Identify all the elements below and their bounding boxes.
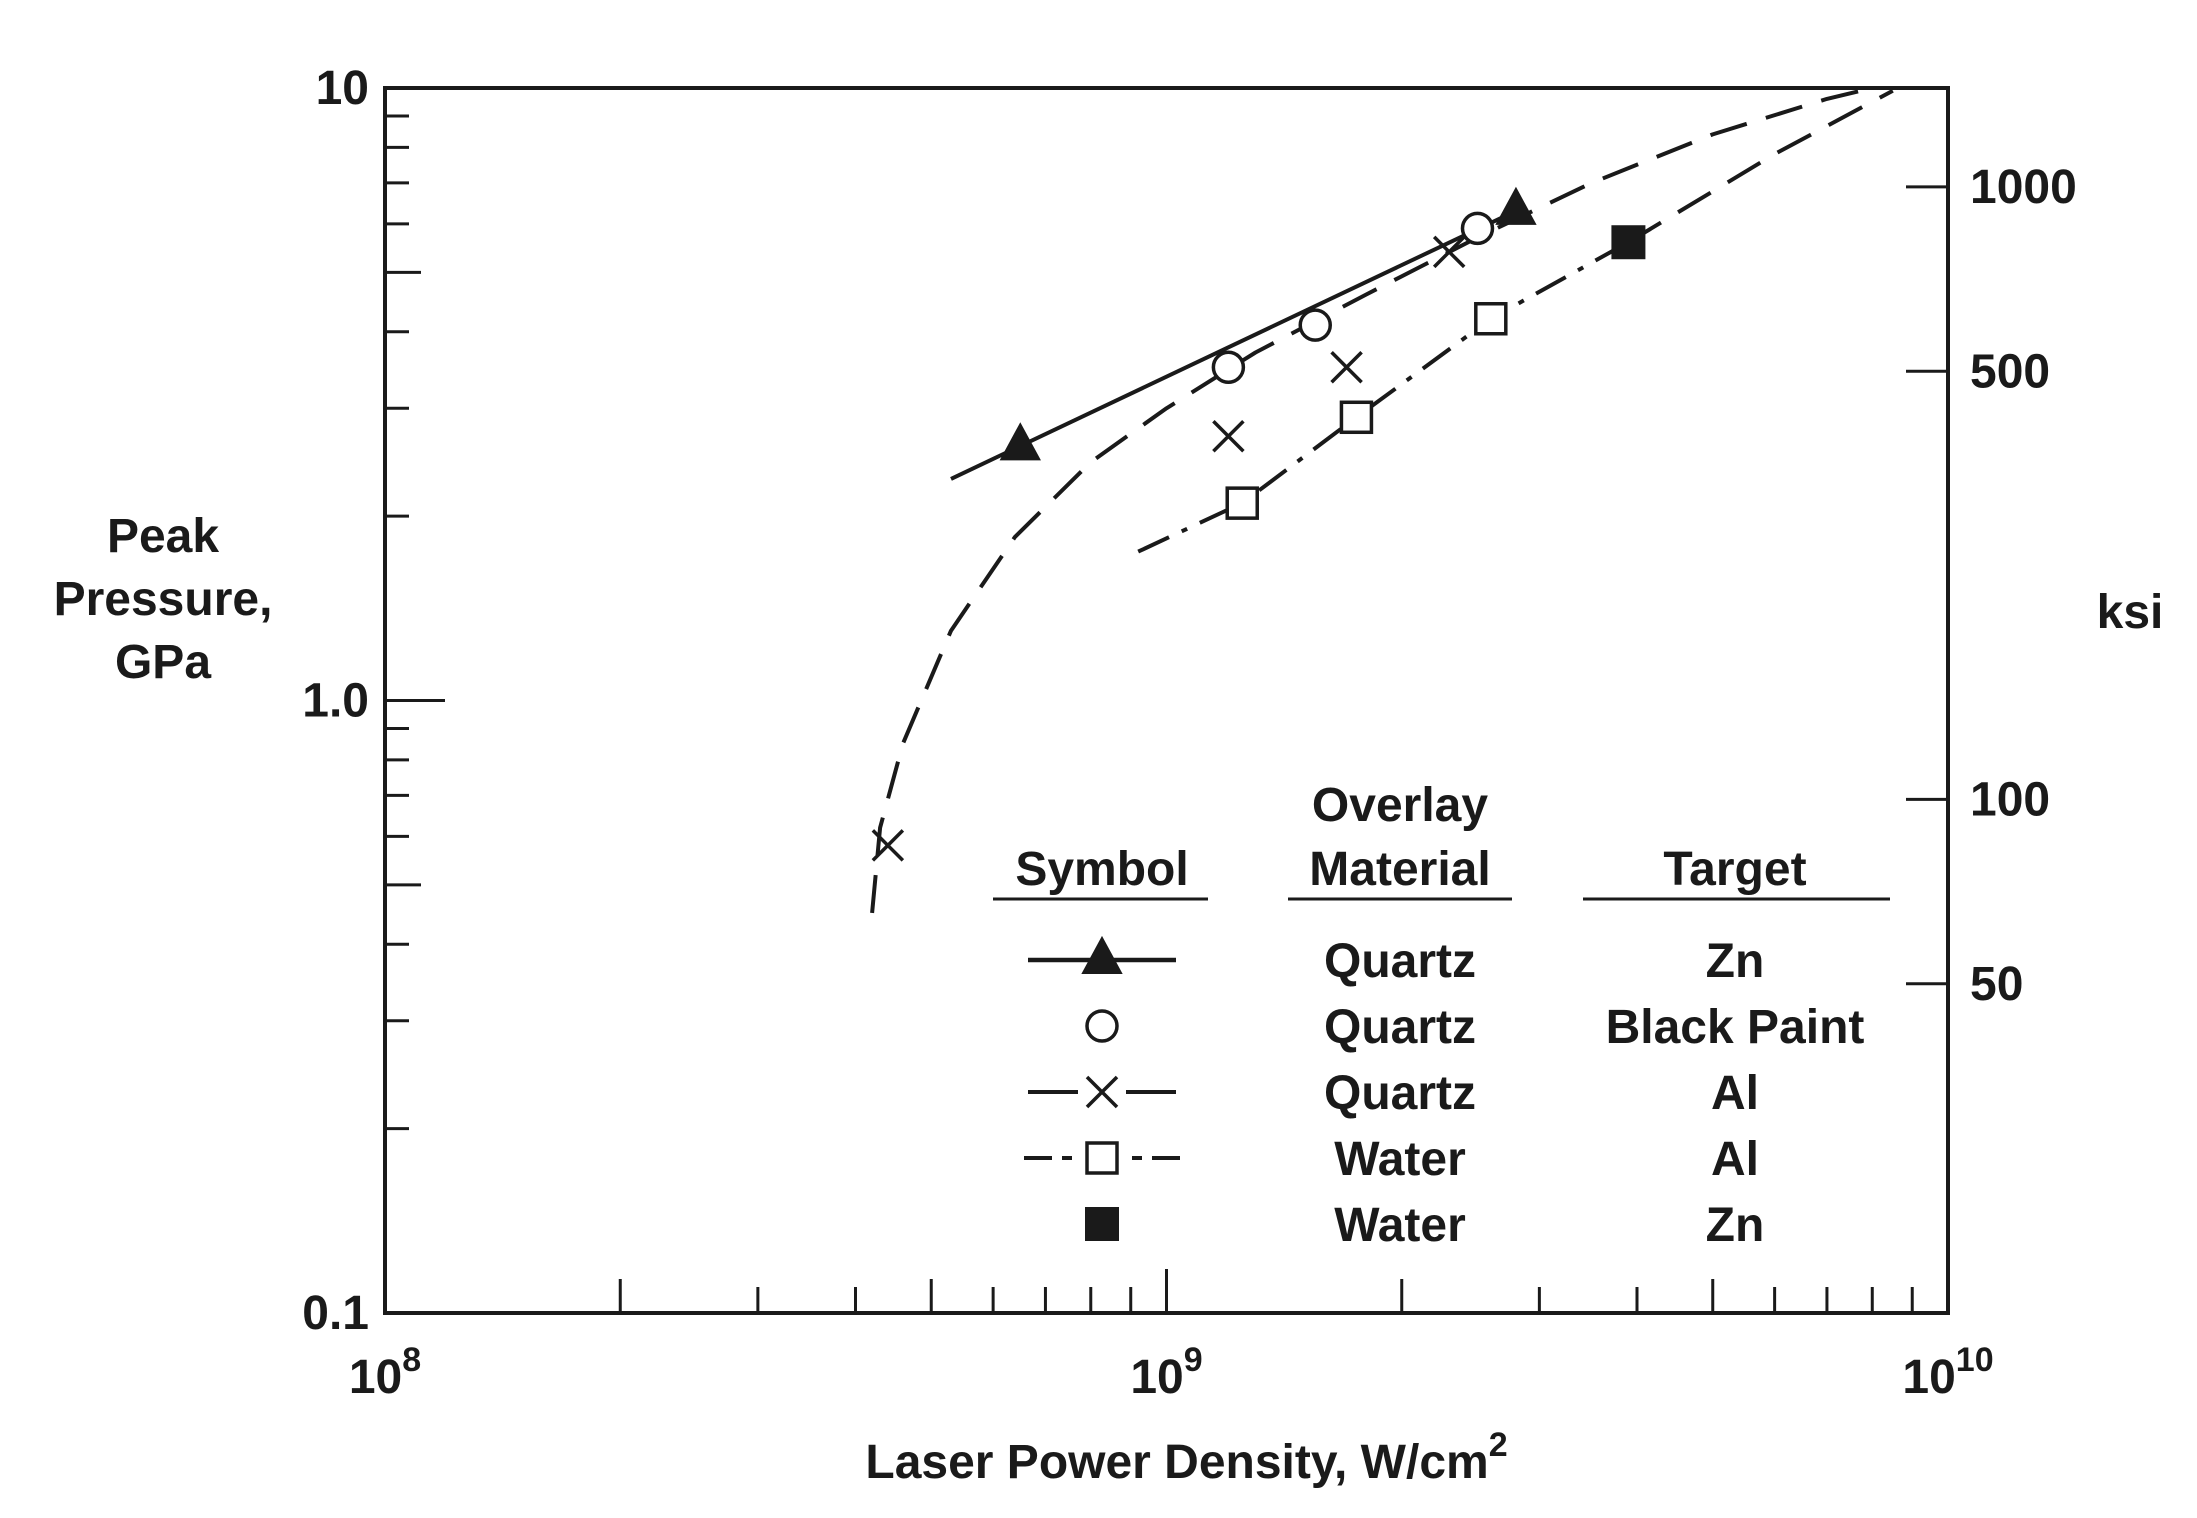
legend-material: Quartz: [1324, 1001, 1476, 1054]
legend-target: Al: [1711, 1067, 1759, 1120]
legend-marker: [1081, 935, 1123, 974]
legend-marker-stroke: [1085, 1075, 1119, 1109]
legend-material: Water: [1334, 1133, 1466, 1186]
legend-material: Quartz: [1324, 1067, 1476, 1120]
data-point-series-2: [871, 829, 905, 862]
data-point-series-1: [1460, 211, 1495, 246]
x-tick-label: 1010: [1902, 1341, 1993, 1404]
data-point-series-2: [1330, 351, 1363, 384]
legend-marker: [1085, 1009, 1119, 1043]
data-point-series-2-stroke: [1330, 351, 1363, 384]
data-point-series-1: [1298, 308, 1332, 342]
legend-target: Black Paint: [1606, 1001, 1865, 1054]
y-axis-title-line: Pressure,: [54, 573, 273, 626]
series-line-2: [870, 86, 1873, 914]
legend-material: Quartz: [1324, 935, 1476, 988]
legend-target: Zn: [1706, 1199, 1765, 1252]
y-tick-label: 0.1: [302, 1287, 369, 1340]
data-point-series-3: [1339, 400, 1374, 435]
legend-header-symbol: Symbol: [1015, 843, 1188, 896]
legend-material: Water: [1334, 1199, 1466, 1252]
plot-frame: [383, 86, 1950, 1315]
y2-tick-label: 1000: [1970, 161, 2077, 214]
y2-tick-label: 100: [1970, 773, 2050, 826]
axes-layer: 108 109 1010 0.1 1.0 10 50 100 500 1000 Laser Powe…: [54, 62, 2164, 1489]
x-axis-title: Laser Power Density, W/cm2: [865, 1426, 1507, 1489]
data-point-series-2-stroke: [871, 829, 905, 862]
legend-marker: [1085, 1075, 1119, 1109]
data-point-series-2: [1432, 235, 1466, 269]
legend-header-material-line: Material: [1309, 843, 1490, 896]
y2-axis-title: ksi: [2097, 586, 2164, 639]
legend-target: Zn: [1706, 935, 1765, 988]
data-point-series-0: [1495, 186, 1537, 225]
data-point-series-2-stroke: [1432, 235, 1466, 269]
x-tick-label: 109: [1130, 1341, 1202, 1404]
data-point-series-3: [1474, 302, 1508, 336]
data-point-series-4: [1611, 225, 1646, 260]
legend-header-material-line: Overlay: [1312, 779, 1488, 832]
series-line-3: [1137, 240, 1630, 554]
series-line-4: [1627, 88, 1894, 244]
data-point-series-2-stroke: [1212, 420, 1245, 453]
data-point-series-0: [999, 422, 1041, 461]
x-tick-label: 108: [349, 1341, 421, 1404]
y2-tick-label: 500: [1970, 345, 2050, 398]
y-axis-title-line: Peak: [107, 510, 219, 563]
legend-marker: [1085, 1207, 1119, 1241]
data-point-series-3: [1225, 486, 1259, 520]
series-line-0: [950, 209, 1517, 481]
legend-target: Al: [1711, 1133, 1759, 1186]
series-layer: [870, 86, 1894, 914]
data-point-series-1: [1211, 350, 1246, 385]
y-tick-label: 10: [316, 62, 369, 115]
legend-header-target: Target: [1663, 843, 1806, 896]
legend-marker: [1085, 1141, 1119, 1175]
legend: Symbol Overlay Material Target Quartz Zn Quart…: [993, 779, 1890, 1252]
y-tick-label: 1.0: [302, 675, 369, 728]
y2-tick-label: 50: [1970, 958, 2023, 1011]
y-axis-title-line: GPa: [115, 636, 211, 689]
data-point-series-2: [1212, 420, 1245, 453]
